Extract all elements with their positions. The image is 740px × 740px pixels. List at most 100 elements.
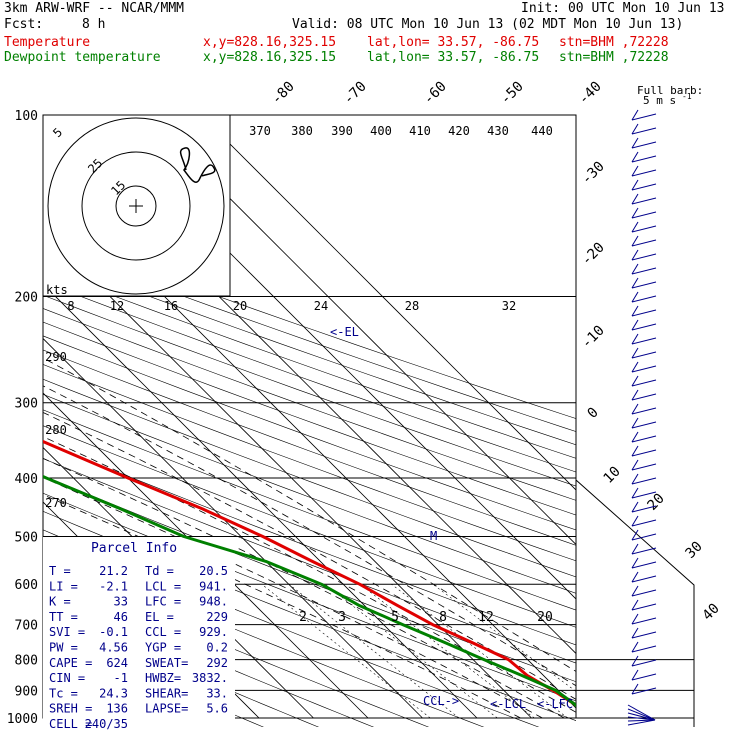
- parcel-box: [43, 537, 235, 727]
- dry-adiabat: [43, 281, 576, 473]
- parcel-key: PW =: [49, 641, 78, 655]
- hodograph-ring: [115, 185, 157, 227]
- wind-barb: [631, 351, 657, 359]
- temperature-station: stn=BHM ,72228: [559, 35, 669, 50]
- temp-tick-label: 8: [67, 299, 74, 313]
- mixing-ratio-label: 12: [478, 610, 494, 625]
- theta-label: 370: [249, 124, 271, 138]
- parcel-key: CCL =: [145, 625, 181, 639]
- wind-barb: [627, 708, 656, 721]
- dry-adiabat: [43, 458, 576, 664]
- wind-barb: [631, 151, 639, 163]
- barb-legend-exponent: -1: [682, 92, 692, 101]
- plot-frame-ext: [575, 479, 695, 727]
- pressure-label-400: 400: [15, 472, 38, 487]
- wind-barb: [631, 207, 639, 219]
- m-marker: M: [430, 529, 437, 543]
- moist-adiabat: [43, 457, 565, 719]
- isotherm-label: -30: [579, 159, 608, 188]
- wind-barb: [631, 183, 657, 191]
- isotherm-line: [43, 228, 532, 719]
- wind-barb: [631, 561, 657, 569]
- wind-barb: [631, 431, 639, 443]
- parcel-value: 0.2: [206, 641, 228, 655]
- temp-tick-label: 32: [502, 299, 516, 313]
- wind-barb: [631, 365, 657, 373]
- wind-barb: [631, 253, 657, 261]
- parcel-key: K =: [49, 595, 71, 609]
- isotherm-label: -40: [576, 79, 605, 108]
- wind-barb: [631, 197, 657, 205]
- wind-barb: [631, 291, 639, 303]
- parcel-value: 21.2: [99, 564, 128, 578]
- wind-barb: [631, 141, 657, 149]
- wind-barb: [627, 704, 656, 721]
- wind-barb: [631, 113, 657, 121]
- mixing-ratio-label: 2: [299, 610, 307, 625]
- pressure-label-100: 100: [15, 109, 38, 124]
- wind-barb: [631, 323, 657, 331]
- wind-barb: [631, 473, 639, 485]
- parcel-key: LI =: [49, 579, 78, 593]
- wind-barb: [631, 403, 639, 415]
- parcel-value: 292: [206, 656, 228, 670]
- wind-barb: [631, 375, 639, 387]
- wind-barb: [627, 719, 656, 722]
- pressure-label-900: 900: [15, 684, 38, 699]
- wind-barb: [631, 137, 639, 149]
- hodograph-units: kts: [46, 283, 68, 297]
- ccl-marker: CCL->: [423, 694, 459, 708]
- wind-barb: [631, 333, 639, 345]
- wind-barb: [631, 491, 657, 499]
- forecast-label: Fcst:: [4, 17, 44, 32]
- dewpoint-latlon: lat,lon= 33.57, -86.75: [367, 50, 540, 65]
- parcel-key: LAPSE=: [145, 702, 188, 716]
- pressure-label-300: 300: [15, 397, 38, 412]
- dewpoint-xy: x,y=828.16,325.15: [203, 50, 337, 65]
- wind-barb: [631, 417, 639, 429]
- wind-barb: [631, 627, 639, 639]
- parcel-value: 46: [114, 610, 128, 624]
- parcel-key: CIN =: [49, 671, 85, 685]
- parcel-key: LFC =: [145, 595, 181, 609]
- parcel-key: CELL =: [49, 717, 92, 731]
- dry-adiabat: [43, 308, 576, 501]
- temp-tick-label: 20: [233, 299, 247, 313]
- parcel-value: 33.: [206, 686, 228, 700]
- wind-barb: [631, 179, 639, 191]
- pressure-label-500: 500: [15, 530, 38, 545]
- mixing-ratio-label: 20: [537, 610, 553, 625]
- wind-barb: [631, 669, 639, 681]
- parcel-title: Parcel Info: [91, 541, 177, 556]
- sounding-profiles: [43, 439, 576, 708]
- temperature-xy: x,y=828.16,325.15: [203, 35, 337, 50]
- dry-adiabat: [43, 335, 576, 531]
- theta-label: 380: [291, 124, 313, 138]
- parcel-value: 3832.: [192, 671, 228, 685]
- wind-barb: [631, 337, 657, 345]
- dry-adiabat-label: 290: [45, 350, 67, 364]
- mixing-ratio-line: [288, 583, 460, 719]
- wind-barb: [631, 127, 657, 135]
- parcel-key: SWEAT=: [145, 656, 188, 670]
- parcel-key: Tc =: [49, 686, 78, 700]
- hodograph-ring: [81, 151, 191, 261]
- wind-barb: [631, 645, 657, 653]
- wind-barb: [631, 239, 657, 247]
- wind-barb: [631, 505, 657, 513]
- wind-barb: [631, 281, 657, 289]
- wind-barb: [631, 631, 657, 639]
- isotherm-label: -80: [269, 79, 298, 108]
- isotherm-label: 0: [585, 405, 602, 422]
- parcel-value: 948.: [199, 595, 228, 609]
- dewpoint-legend: Dewpoint temperature: [4, 50, 161, 65]
- moist-adiabat: [43, 385, 576, 687]
- parcel-key: YGP =: [145, 641, 181, 655]
- dry-adiabat: [43, 425, 576, 628]
- wind-barb: [631, 571, 639, 583]
- parcel-key: EL =: [145, 610, 174, 624]
- parcel-value: 136: [106, 702, 128, 716]
- wind-barb: [631, 519, 657, 527]
